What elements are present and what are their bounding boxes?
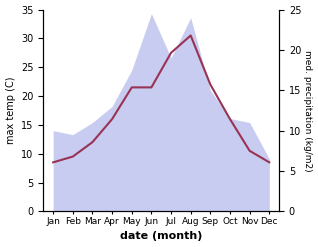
X-axis label: date (month): date (month) [120, 231, 203, 242]
Y-axis label: med. precipitation (kg/m2): med. precipitation (kg/m2) [303, 50, 313, 171]
Y-axis label: max temp (C): max temp (C) [5, 77, 16, 144]
